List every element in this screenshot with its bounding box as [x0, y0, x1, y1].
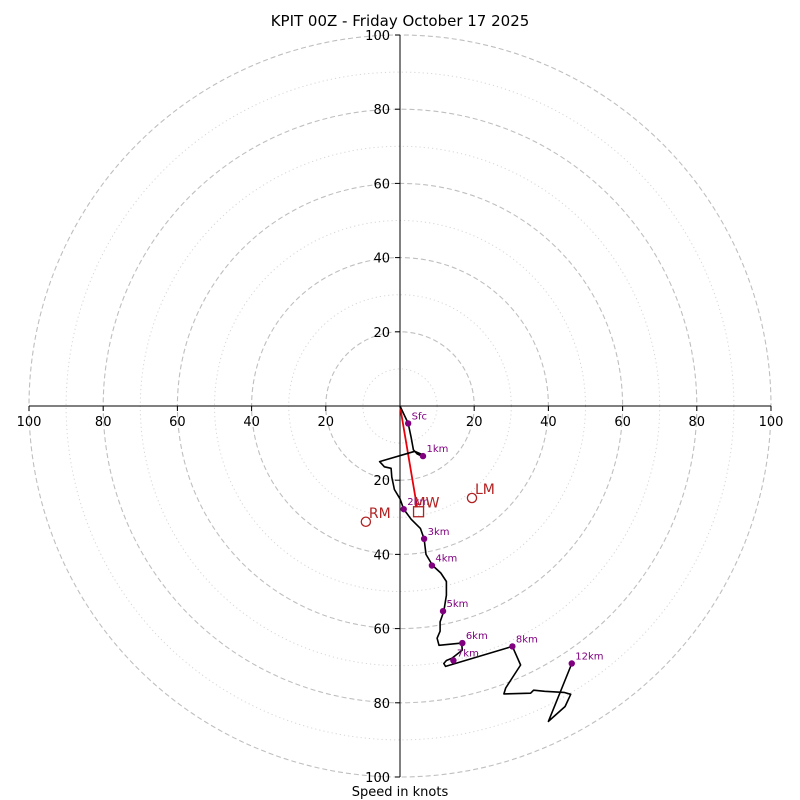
x-tick-label: 80 [95, 415, 112, 430]
height-marker-label: 12km [575, 651, 603, 662]
x-tick-label: 40 [243, 415, 260, 430]
x-tick-label: 20 [466, 415, 483, 430]
y-tick-label: 100 [365, 771, 390, 786]
y-tick-label: 80 [373, 697, 390, 712]
y-tick-label: 20 [373, 474, 390, 489]
x-tick-label: 80 [689, 415, 706, 430]
storm-motion-line-group [399, 405, 418, 508]
x-tick-label: 40 [540, 415, 557, 430]
x-tick-label: 100 [17, 415, 42, 430]
y-tick-label: 40 [373, 548, 390, 563]
height-marker-point [400, 505, 407, 513]
height-marker-point [419, 452, 427, 460]
y-tick-label: 60 [373, 623, 390, 638]
chart-title: KPIT 00Z - Friday October 17 2025 [271, 12, 530, 30]
x-axis-label: Speed in knots [352, 785, 449, 800]
right-mover-marker [360, 516, 372, 528]
height-marker-label: 4km [435, 554, 457, 565]
y-tick-label: 60 [373, 177, 390, 192]
height-marker-label: 1km [427, 444, 449, 455]
height-marker-label: 6km [466, 631, 488, 642]
mean-wind-label: MW [414, 496, 440, 512]
wind-profile [378, 405, 573, 723]
height-marker-point [459, 639, 466, 647]
height-marker-label: 8km [516, 634, 538, 645]
x-tick-label: 60 [614, 415, 631, 430]
height-marker-label: 3km [428, 527, 450, 538]
height-marker-point [509, 643, 516, 650]
x-tick-label: 100 [759, 415, 784, 430]
mean-wind-marker [412, 506, 425, 518]
storm-motion-markers: MW LM RM [360, 482, 495, 528]
left-mover-marker [466, 492, 478, 504]
hodograph-line [378, 405, 573, 723]
y-tick-label: 80 [373, 103, 390, 118]
y-tick-label: 40 [373, 252, 390, 267]
x-tick-label: 60 [169, 415, 186, 430]
x-tick-label: 20 [318, 415, 335, 430]
axis-ticks: 100 80 60 40 20 20 40 60 80 100 100 80 60 40 20 20 40 60 8… [17, 29, 784, 786]
height-marker-label: 5km [447, 599, 469, 610]
y-tick-label: 100 [365, 29, 390, 44]
storm-motion-line [399, 405, 418, 508]
height-marker-label: Sfc [412, 411, 427, 422]
height-marker-point [568, 660, 575, 667]
height-marker-point [420, 535, 428, 543]
height-marker-label: 2km [407, 497, 429, 508]
height-marker-label: 7km [457, 649, 479, 660]
height-marker-point [450, 657, 457, 664]
right-mover-label: RM [369, 506, 391, 522]
height-marker-point [428, 562, 436, 569]
left-mover-label: LM [475, 482, 495, 498]
height-markers: Sfc 1km 2km 3km 4km 5km 6km 7km 8km 12km [400, 411, 604, 667]
y-tick-label: 20 [373, 326, 390, 341]
height-marker-point [404, 420, 412, 427]
height-marker-point [439, 607, 447, 615]
